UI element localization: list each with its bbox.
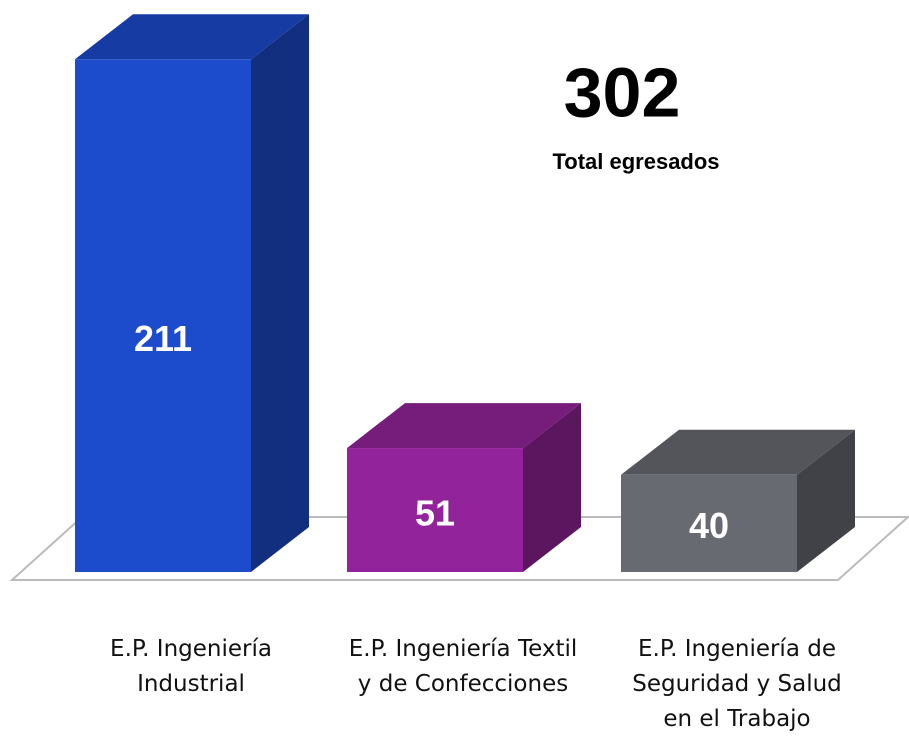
category-label: E.P. Ingeniería Industrial	[110, 636, 272, 697]
category-label: E.P. Ingeniería de Seguridad y Salud en …	[632, 636, 842, 732]
total-value: 302	[564, 53, 681, 131]
bar-top	[75, 14, 309, 60]
category-label: E.P. Ingeniería Textil y de Confecciones	[348, 636, 578, 697]
bar	[621, 474, 797, 572]
bar	[347, 448, 523, 572]
floor	[9, 516, 909, 581]
bar-side	[251, 14, 309, 572]
data-label: 211	[134, 318, 192, 359]
data-label: 40	[689, 505, 729, 546]
total-label: Total egresados	[552, 149, 719, 174]
bar-top	[347, 403, 581, 449]
bar-side	[523, 403, 581, 572]
bar	[75, 59, 251, 572]
data-label: 51	[415, 493, 455, 534]
bar-top	[621, 429, 855, 475]
bar-side	[797, 429, 855, 572]
